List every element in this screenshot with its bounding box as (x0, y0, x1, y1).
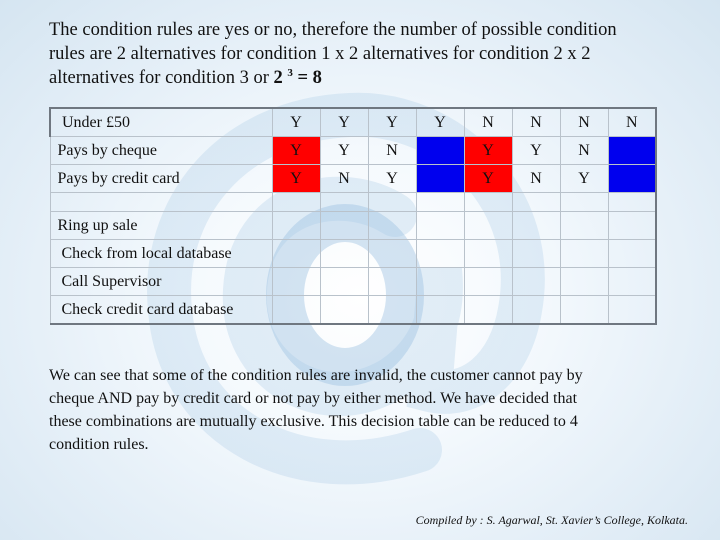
action-cell (271, 239, 321, 268)
empty-cell (415, 192, 465, 212)
empty-cell (49, 192, 273, 212)
action-cell (511, 211, 561, 240)
intro-line-3: alternatives for condition 3 or 2 3 = 8 (49, 66, 689, 90)
condition-label: Under £50 (49, 107, 273, 137)
empty-cell (607, 192, 657, 212)
condition-row: Pays by credit card Y N Y N Y N Y N (49, 164, 657, 193)
action-cell (607, 267, 657, 296)
action-cell (511, 267, 561, 296)
action-cell (367, 239, 417, 268)
action-row: Check credit card database (49, 295, 657, 325)
action-cell (415, 239, 465, 268)
footer-credit: Compiled by : S. Agarwal, St. Xavier’s C… (415, 513, 688, 527)
action-cell (271, 211, 321, 240)
condition-value-cell: Y (511, 136, 561, 165)
outro-line-4: condition rules. (49, 436, 149, 453)
action-cell (559, 295, 609, 325)
action-label: Check from local database (49, 239, 273, 268)
empty-cell (463, 192, 513, 212)
action-row: Ring up sale (49, 211, 657, 240)
action-cell (367, 267, 417, 296)
action-cell (415, 211, 465, 240)
action-label: Ring up sale (49, 211, 273, 240)
action-cell (463, 267, 513, 296)
condition-value-cell: N (559, 136, 609, 165)
spacer-row (49, 192, 657, 212)
empty-cell (511, 192, 561, 212)
action-cell (559, 211, 609, 240)
condition-value-cell: N (607, 136, 657, 165)
intro-line-3-text: alternatives for condition 3 or (49, 68, 274, 88)
condition-label: Pays by cheque (49, 136, 273, 165)
action-cell (415, 295, 465, 325)
action-cell (463, 295, 513, 325)
action-cell (271, 267, 321, 296)
outro-line-3: these combinations are mutually exclusiv… (49, 413, 578, 430)
condition-value-cell: Y (415, 107, 465, 137)
action-cell (607, 239, 657, 268)
condition-value-cell: Y (463, 136, 513, 165)
action-cell (463, 239, 513, 268)
decision-table: Under £50 Y Y Y Y N N N N Pays by cheque Y Y N N Y Y N N P… (49, 107, 657, 325)
condition-value-cell: N (511, 107, 561, 137)
action-cell (367, 211, 417, 240)
formula-base: 2 (273, 68, 283, 88)
action-cell (607, 211, 657, 240)
condition-value-cell: Y (367, 164, 417, 193)
action-cell (415, 267, 465, 296)
condition-row: Under £50 Y Y Y Y N N N N (49, 107, 657, 137)
condition-value-cell: Y (367, 107, 417, 137)
action-cell (319, 267, 369, 296)
condition-value-cell: Y (271, 164, 321, 193)
empty-cell (271, 192, 321, 212)
outro-line-2: cheque AND pay by credit card or not pay… (49, 390, 578, 407)
condition-value-cell: Y (271, 107, 321, 137)
condition-value-cell: N (607, 164, 657, 193)
action-cell (511, 295, 561, 325)
action-cell (607, 295, 657, 325)
action-label: Check credit card database (49, 295, 273, 325)
condition-value-cell: N (607, 107, 657, 137)
action-row: Call Supervisor (49, 267, 657, 296)
action-row: Check from local database (49, 239, 657, 268)
empty-cell (559, 192, 609, 212)
condition-value-cell: N (463, 107, 513, 137)
action-cell (511, 239, 561, 268)
action-cell (319, 295, 369, 325)
condition-value-cell: Y (271, 136, 321, 165)
action-cell (319, 239, 369, 268)
action-cell (559, 267, 609, 296)
action-label: Call Supervisor (49, 267, 273, 296)
intro-line-1: The condition rules are yes or no, there… (49, 20, 617, 40)
condition-value-cell: N (511, 164, 561, 193)
intro-paragraph: The condition rules are yes or no, there… (49, 18, 689, 90)
condition-value-cell: Y (463, 164, 513, 193)
condition-value-cell: Y (319, 107, 369, 137)
condition-value-cell: N (367, 136, 417, 165)
outro-line-1: We can see that some of the condition ru… (49, 367, 583, 384)
empty-cell (319, 192, 369, 212)
action-cell (319, 211, 369, 240)
condition-value-cell: N (415, 164, 465, 193)
empty-cell (367, 192, 417, 212)
action-cell (367, 295, 417, 325)
condition-value-cell: N (319, 164, 369, 193)
formula-result: = 8 (292, 68, 322, 88)
formula-exponent: 3 (287, 67, 293, 79)
condition-value-cell: Y (319, 136, 369, 165)
action-cell (463, 211, 513, 240)
action-cell (559, 239, 609, 268)
condition-row: Pays by cheque Y Y N N Y Y N N (49, 136, 657, 165)
condition-value-cell: N (415, 136, 465, 165)
condition-value-cell: N (559, 107, 609, 137)
action-cell (271, 295, 321, 325)
formula: 2 3 = 8 (273, 67, 322, 89)
condition-value-cell: Y (559, 164, 609, 193)
intro-line-2: rules are 2 alternatives for condition 1… (49, 44, 591, 64)
condition-label: Pays by credit card (49, 164, 273, 193)
outro-paragraph: We can see that some of the condition ru… (49, 364, 669, 456)
